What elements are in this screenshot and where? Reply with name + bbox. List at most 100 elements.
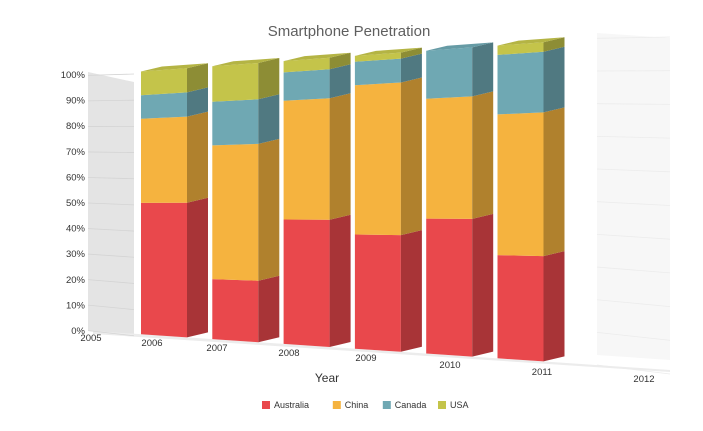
bar-segment-side: [472, 91, 494, 219]
x-tick-label: 2012: [633, 374, 654, 385]
y-tick-label: 30%: [66, 249, 86, 260]
grid-line: [87, 99, 135, 102]
back-wall: [597, 33, 670, 360]
bar-top: [283, 52, 351, 62]
bar-stack: [426, 42, 494, 357]
legend-item[interactable]: USA: [438, 400, 469, 410]
bar-segment: [283, 98, 330, 220]
legend-item[interactable]: China: [332, 400, 369, 410]
bar-segment: [497, 51, 544, 115]
bar-segment: [497, 112, 544, 257]
grid-line: [596, 364, 671, 375]
bar-segment-side: [400, 230, 422, 352]
left-wall: [88, 72, 134, 334]
x-axis-ticks: 2005 2006 2007 2008 2009 2010 2011 2012: [80, 333, 654, 385]
bar-segment: [426, 218, 473, 357]
grid-line: [596, 36, 671, 39]
y-tick-label: 20%: [66, 275, 86, 286]
bar-segment: [141, 68, 187, 96]
grid-line: [596, 266, 671, 274]
bar-segment-side: [258, 275, 280, 343]
bar-stack: [141, 63, 208, 338]
bar-stack: [283, 52, 351, 347]
bar-segment-side: [543, 37, 565, 52]
y-tick-label: 80%: [66, 121, 86, 132]
legend-swatch: [262, 401, 270, 409]
grid-line: [87, 151, 135, 153]
grid-line: [596, 331, 671, 341]
bar-segment-side: [472, 213, 494, 357]
legend-label: Canada: [395, 400, 427, 410]
bar-segment-side: [400, 77, 422, 236]
bar-segment: [497, 42, 544, 55]
bar-segment-side: [472, 42, 494, 97]
y-tick-label: 0%: [71, 326, 85, 337]
bar-segment-side: [400, 47, 422, 59]
x-tick-label: 2010: [439, 360, 460, 371]
bar-segment-side: [329, 214, 351, 347]
bar-stack: [212, 58, 280, 343]
legend-item[interactable]: Canada: [382, 400, 427, 410]
legend-item[interactable]: Australia: [262, 400, 309, 410]
bar-segment: [141, 202, 187, 338]
grid-line: [87, 73, 135, 76]
bar-top: [141, 63, 208, 72]
bar-segment: [354, 82, 401, 236]
legend-label: Australia: [274, 400, 309, 410]
grid-line: [596, 233, 671, 240]
grid-line: [596, 299, 671, 307]
y-tick-label: 100%: [61, 70, 86, 81]
bar-top: [426, 42, 494, 51]
grid-line: [596, 201, 671, 206]
bar-segment: [426, 96, 473, 219]
y-tick-label: 60%: [66, 172, 86, 183]
bar-segment-side: [543, 251, 565, 362]
legend-swatch: [382, 401, 391, 409]
legend-label: China: [345, 400, 369, 410]
bar-segment: [212, 279, 259, 343]
y-tick-label: 70%: [66, 147, 86, 158]
x-tick-label: 2009: [355, 353, 376, 364]
chart-walls: [88, 33, 670, 372]
grid-line: [87, 279, 135, 284]
y-tick-label: 90%: [66, 96, 86, 107]
bar-segment: [212, 99, 259, 146]
grid-line: [87, 228, 135, 232]
bar-segment-side: [329, 64, 351, 99]
x-tick-label: 2006: [141, 338, 162, 349]
bar-segment: [497, 255, 544, 362]
bar-segment-side: [329, 93, 351, 220]
bar-top: [212, 58, 280, 67]
x-tick-label: 2005: [80, 333, 101, 344]
legend-label: USA: [450, 400, 469, 410]
chart-title: Smartphone Penetration: [268, 23, 431, 40]
grid-line: [596, 168, 671, 173]
bar-stack: [354, 47, 422, 352]
bar-segment-side: [187, 197, 208, 338]
grid-line: [87, 202, 135, 206]
grid-line: [87, 253, 135, 258]
bar-segment-side: [543, 46, 565, 113]
bar-segment: [212, 63, 259, 102]
legend-swatch: [438, 401, 446, 409]
bar-segment: [354, 52, 401, 62]
y-tick-label: 50%: [66, 198, 86, 209]
bar-segment-side: [543, 107, 565, 257]
x-axis-title: Year: [315, 371, 339, 385]
x-tick-label: 2008: [278, 348, 299, 359]
grid-line: [596, 135, 671, 139]
bar-segment-side: [329, 52, 351, 70]
grid-line: [87, 304, 135, 310]
bars: [141, 37, 565, 362]
bar-segment: [212, 143, 259, 281]
bar-segment: [426, 47, 473, 99]
floor: [93, 331, 670, 372]
bar-segment: [354, 58, 401, 86]
bar-segment-side: [187, 63, 208, 93]
grid-line: [87, 330, 135, 337]
bar-segment: [283, 57, 330, 73]
y-tick-label: 10%: [66, 300, 86, 311]
y-axis-ticks: 0% 10% 20% 30% 40% 50% 60% 70% 80% 90% 100%: [61, 70, 86, 337]
x-tick-label: 2007: [206, 343, 227, 354]
